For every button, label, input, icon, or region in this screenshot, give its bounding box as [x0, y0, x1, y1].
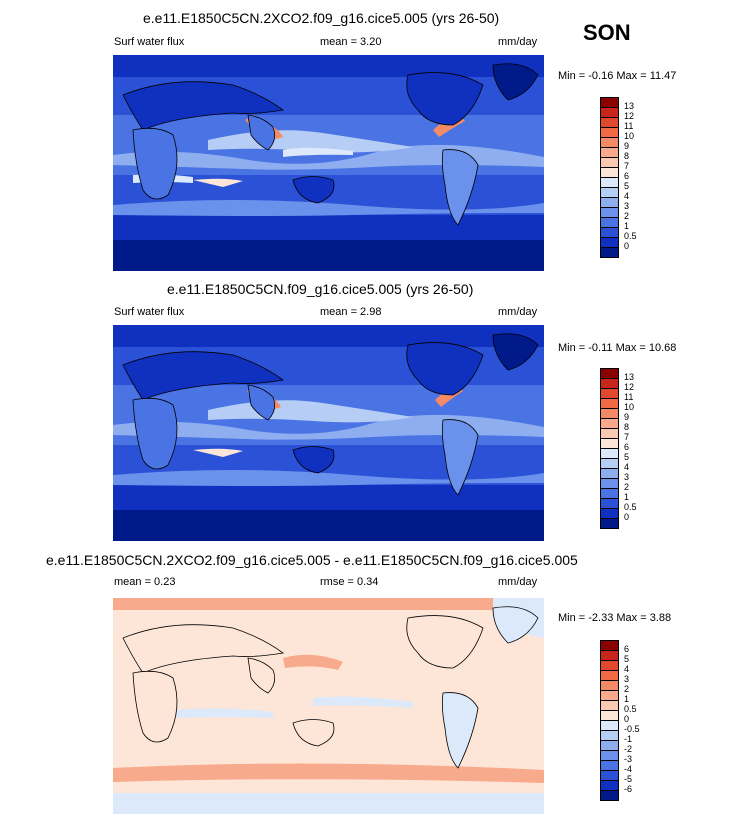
panel2-mean-label: mean = 2.98 [320, 306, 382, 318]
colorbar-level-label: 0 [624, 714, 630, 724]
colorbar-level-label: 13 [624, 101, 635, 111]
colorbar-level-label: 11 [624, 121, 634, 131]
colorbar-level-label: 9 [624, 141, 630, 151]
panel3-mean-label: mean = 0.23 [114, 576, 176, 588]
panel3-rmse-label: rmse = 0.34 [320, 576, 379, 588]
panel3-units-label: mm/day [498, 576, 538, 588]
colorbar-swatch [600, 247, 619, 258]
panel2-minmax-label: Min = -0.11 Max = 10.68 [558, 342, 677, 354]
panel1-units-label: mm/day [498, 36, 538, 48]
colorbar-level-label: 4 [624, 664, 630, 674]
colorbar-level-label: 10 [624, 402, 635, 412]
panel3-map [113, 598, 544, 814]
colorbar-level-label: 7 [624, 161, 630, 171]
panel3-minmax-label: Min = -2.33 Max = 3.88 [558, 612, 672, 624]
season-label: SON [583, 20, 631, 45]
colorbar-level-label: -3 [624, 754, 633, 764]
colorbar-level-label: 2 [624, 482, 630, 492]
colorbar-level-label: 6 [624, 442, 630, 452]
colorbar-level-label: -2 [624, 744, 633, 754]
colorbar-level-label: 3 [624, 674, 630, 684]
colorbar-level-label: 12 [624, 111, 635, 121]
colorbar-level-label: 2 [624, 684, 630, 694]
panel2-title: e.e11.E1850C5CN.f09_g16.cice5.005 (yrs 2… [167, 281, 474, 297]
colorbar-level-label: 0.5 [624, 502, 637, 512]
colorbar-level-label: 11 [624, 392, 634, 402]
colorbar-level-label: 1 [624, 694, 630, 704]
colorbar-level-label: 2 [624, 211, 630, 221]
colorbar-level-label: 5 [624, 654, 630, 664]
colorbar-level-label: 3 [624, 472, 630, 482]
colorbar-level-label: 5 [624, 181, 630, 191]
colorbar-level-label: 6 [624, 171, 630, 181]
colorbar-level-label: 4 [624, 191, 630, 201]
panel1-mean-label: mean = 3.20 [320, 36, 382, 48]
panel2-variable-label: Surf water flux [114, 306, 185, 318]
colorbar-swatch [600, 518, 619, 529]
colorbar-level-label: 8 [624, 422, 630, 432]
colorbar-level-label: 1 [624, 221, 630, 231]
panel2-map [113, 325, 544, 541]
colorbar-level-label: 10 [624, 131, 635, 141]
colorbar-level-label: -4 [624, 764, 633, 774]
colorbar-level-label: -0.5 [624, 724, 640, 734]
panel1-variable-label: Surf water flux [114, 36, 185, 48]
colorbar-level-label: 4 [624, 462, 630, 472]
colorbar-level-label: 0 [624, 241, 630, 251]
panel2-units-label: mm/day [498, 306, 538, 318]
colorbar-level-label: 0 [624, 512, 630, 522]
colorbar-level-label: 12 [624, 382, 635, 392]
panel3-title: e.e11.E1850C5CN.2XCO2.f09_g16.cice5.005 … [46, 552, 578, 568]
colorbar-swatch [600, 790, 619, 801]
colorbar-level-label: 8 [624, 151, 630, 161]
panel1-minmax-label: Min = -0.16 Max = 11.47 [558, 70, 677, 82]
colorbar-level-label: 5 [624, 452, 630, 462]
colorbar-level-label: 6 [624, 644, 630, 654]
colorbar-level-label: 3 [624, 201, 630, 211]
colorbar-level-label: 0.5 [624, 231, 637, 241]
colorbar-level-label: 9 [624, 412, 630, 422]
colorbar-level-label: -6 [624, 784, 633, 794]
panel1-title: e.e11.E1850C5CN.2XCO2.f09_g16.cice5.005 … [143, 10, 500, 26]
colorbar-level-label: 1 [624, 492, 630, 502]
colorbar-level-label: -5 [624, 774, 633, 784]
panel1-map [113, 55, 544, 271]
colorbar-level-label: -1 [624, 734, 633, 744]
colorbar-level-label: 0.5 [624, 704, 637, 714]
colorbar-level-label: 13 [624, 372, 635, 382]
colorbar-level-label: 7 [624, 432, 630, 442]
